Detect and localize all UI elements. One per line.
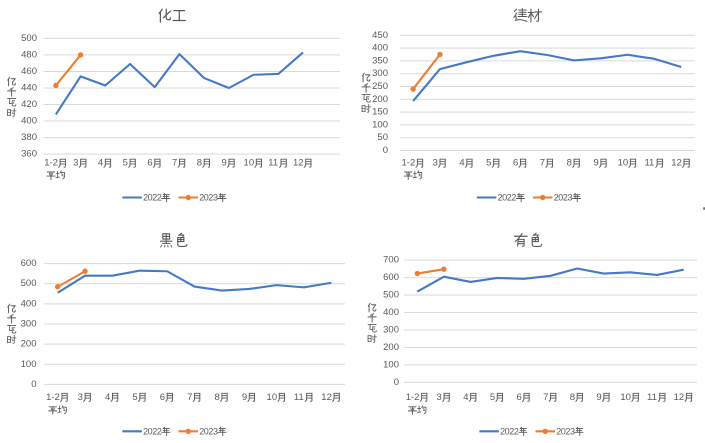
- svg-text:300: 300: [383, 324, 399, 335]
- svg-text:8: 8: [567, 158, 572, 169]
- svg-text:11: 11: [268, 158, 278, 169]
- svg-text:300: 300: [372, 68, 388, 79]
- svg-text:5: 5: [123, 158, 128, 169]
- svg-text:500: 500: [383, 290, 399, 301]
- svg-text:10: 10: [244, 158, 255, 169]
- svg-text:4: 4: [98, 158, 103, 169]
- svg-text:6: 6: [513, 158, 518, 169]
- svg-text:440: 440: [21, 82, 37, 93]
- svg-text:6: 6: [147, 158, 152, 169]
- svg-text:0: 0: [31, 379, 36, 390]
- svg-text:350: 350: [372, 55, 388, 66]
- svg-text:9: 9: [242, 392, 247, 403]
- svg-text:11: 11: [644, 158, 654, 169]
- svg-text:12: 12: [293, 158, 304, 169]
- svg-text:8: 8: [570, 392, 575, 403]
- svg-text:5: 5: [490, 392, 495, 403]
- svg-text:380: 380: [21, 132, 37, 143]
- svg-text:450: 450: [372, 30, 388, 41]
- svg-text:2023: 2023: [199, 193, 218, 203]
- svg-text:100: 100: [383, 359, 399, 370]
- svg-text:600: 600: [383, 272, 399, 283]
- svg-text:4: 4: [105, 392, 110, 403]
- svg-text:2023: 2023: [554, 193, 573, 203]
- svg-text:2023: 2023: [556, 426, 575, 436]
- svg-text:1-2: 1-2: [46, 392, 60, 403]
- svg-text:3: 3: [437, 392, 442, 403]
- svg-text:3: 3: [73, 158, 78, 169]
- svg-text:1-2: 1-2: [402, 158, 416, 169]
- svg-text:6: 6: [516, 392, 521, 403]
- svg-text:400: 400: [21, 116, 37, 127]
- svg-text:4: 4: [459, 158, 464, 169]
- svg-text:8: 8: [214, 392, 219, 403]
- svg-text:2022: 2022: [143, 193, 162, 203]
- svg-text:1-2: 1-2: [406, 392, 420, 403]
- svg-text:1-2: 1-2: [44, 158, 58, 169]
- svg-text:3: 3: [433, 158, 438, 169]
- svg-text:250: 250: [372, 81, 388, 92]
- svg-text:2022: 2022: [500, 426, 519, 436]
- svg-text:3: 3: [78, 392, 83, 403]
- svg-text:5: 5: [486, 158, 491, 169]
- svg-text:700: 700: [383, 255, 399, 266]
- svg-text:9: 9: [596, 392, 601, 403]
- svg-text:0: 0: [394, 377, 399, 388]
- svg-text:50: 50: [377, 132, 388, 143]
- svg-text:5: 5: [132, 392, 137, 403]
- svg-text:480: 480: [21, 49, 37, 60]
- svg-text:11: 11: [294, 392, 304, 403]
- svg-text:12: 12: [671, 158, 682, 169]
- svg-text:9: 9: [593, 158, 598, 169]
- svg-text:9: 9: [221, 158, 226, 169]
- svg-text:12: 12: [321, 392, 332, 403]
- svg-text:500: 500: [21, 33, 37, 44]
- svg-text:400: 400: [372, 43, 388, 54]
- svg-text:150: 150: [372, 107, 388, 118]
- svg-text:400: 400: [21, 298, 37, 309]
- svg-text:8: 8: [197, 158, 202, 169]
- svg-text:200: 200: [372, 94, 388, 105]
- svg-text:4: 4: [463, 392, 468, 403]
- svg-text:360: 360: [21, 149, 37, 160]
- svg-text:10: 10: [618, 158, 629, 169]
- svg-text:7: 7: [540, 158, 545, 169]
- svg-text:2022: 2022: [143, 426, 162, 436]
- svg-text:300: 300: [21, 319, 37, 330]
- svg-text:7: 7: [187, 392, 192, 403]
- svg-text:7: 7: [543, 392, 548, 403]
- svg-text:100: 100: [372, 119, 388, 130]
- svg-text:200: 200: [21, 339, 37, 350]
- svg-text:460: 460: [21, 66, 37, 77]
- svg-text:200: 200: [383, 342, 399, 353]
- svg-text:7: 7: [172, 158, 177, 169]
- svg-text:2023: 2023: [199, 426, 218, 436]
- svg-text:420: 420: [21, 99, 37, 110]
- svg-text:2022: 2022: [498, 193, 517, 203]
- svg-text:10: 10: [620, 392, 631, 403]
- svg-text:12: 12: [674, 392, 685, 403]
- svg-text:10: 10: [267, 392, 278, 403]
- svg-text:11: 11: [647, 392, 657, 403]
- svg-text:500: 500: [21, 278, 37, 289]
- svg-text:600: 600: [21, 258, 37, 269]
- svg-text:100: 100: [21, 359, 37, 370]
- svg-text:6: 6: [160, 392, 165, 403]
- svg-text:0: 0: [383, 145, 388, 156]
- svg-text:400: 400: [383, 307, 399, 318]
